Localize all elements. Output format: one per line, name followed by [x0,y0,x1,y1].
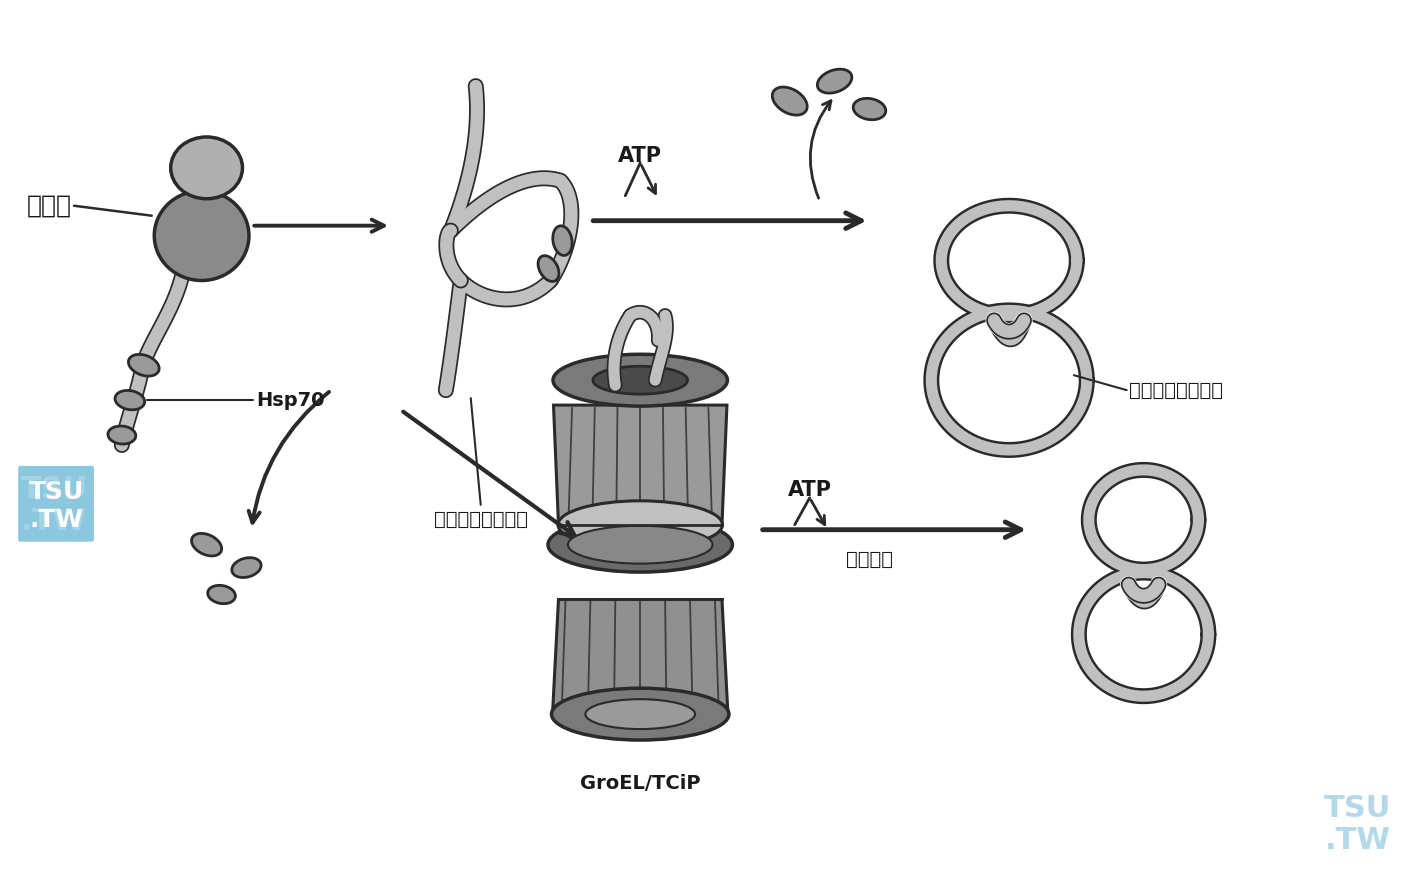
Text: TSU: TSU [28,480,84,504]
Ellipse shape [129,355,159,376]
Ellipse shape [155,191,250,281]
Ellipse shape [817,70,852,93]
Ellipse shape [773,87,807,115]
Text: GroEL/TCiP: GroEL/TCiP [580,774,700,793]
Text: 核糖体: 核糖体 [27,194,72,217]
Text: TSU: TSU [20,475,88,504]
Text: 构象改变: 构象改变 [847,550,893,568]
FancyBboxPatch shape [18,466,94,542]
Ellipse shape [115,391,145,410]
Text: .TW: .TW [21,507,86,536]
Ellipse shape [569,525,712,563]
Ellipse shape [552,688,729,740]
Ellipse shape [854,99,886,120]
Text: 正确折叠的蛋白质: 正确折叠的蛋白质 [1129,381,1222,400]
Ellipse shape [231,558,261,577]
Ellipse shape [207,585,235,604]
Ellipse shape [537,256,559,282]
Ellipse shape [557,501,722,548]
Text: .TW: .TW [28,508,84,532]
Text: .TW: .TW [1324,826,1391,855]
Text: TSU: TSU [1324,795,1391,824]
Polygon shape [553,405,727,524]
Ellipse shape [170,137,242,199]
Text: ATP: ATP [618,146,662,166]
Ellipse shape [586,700,695,730]
Text: ATP: ATP [787,480,832,500]
Ellipse shape [593,366,688,394]
Ellipse shape [108,426,136,444]
Ellipse shape [553,226,571,255]
Text: 部分折叠的蛋白质: 部分折叠的蛋白质 [434,510,527,529]
Text: Hsp70: Hsp70 [257,391,325,409]
Polygon shape [553,599,727,715]
Ellipse shape [553,355,727,406]
Ellipse shape [191,533,221,556]
Ellipse shape [547,517,733,572]
